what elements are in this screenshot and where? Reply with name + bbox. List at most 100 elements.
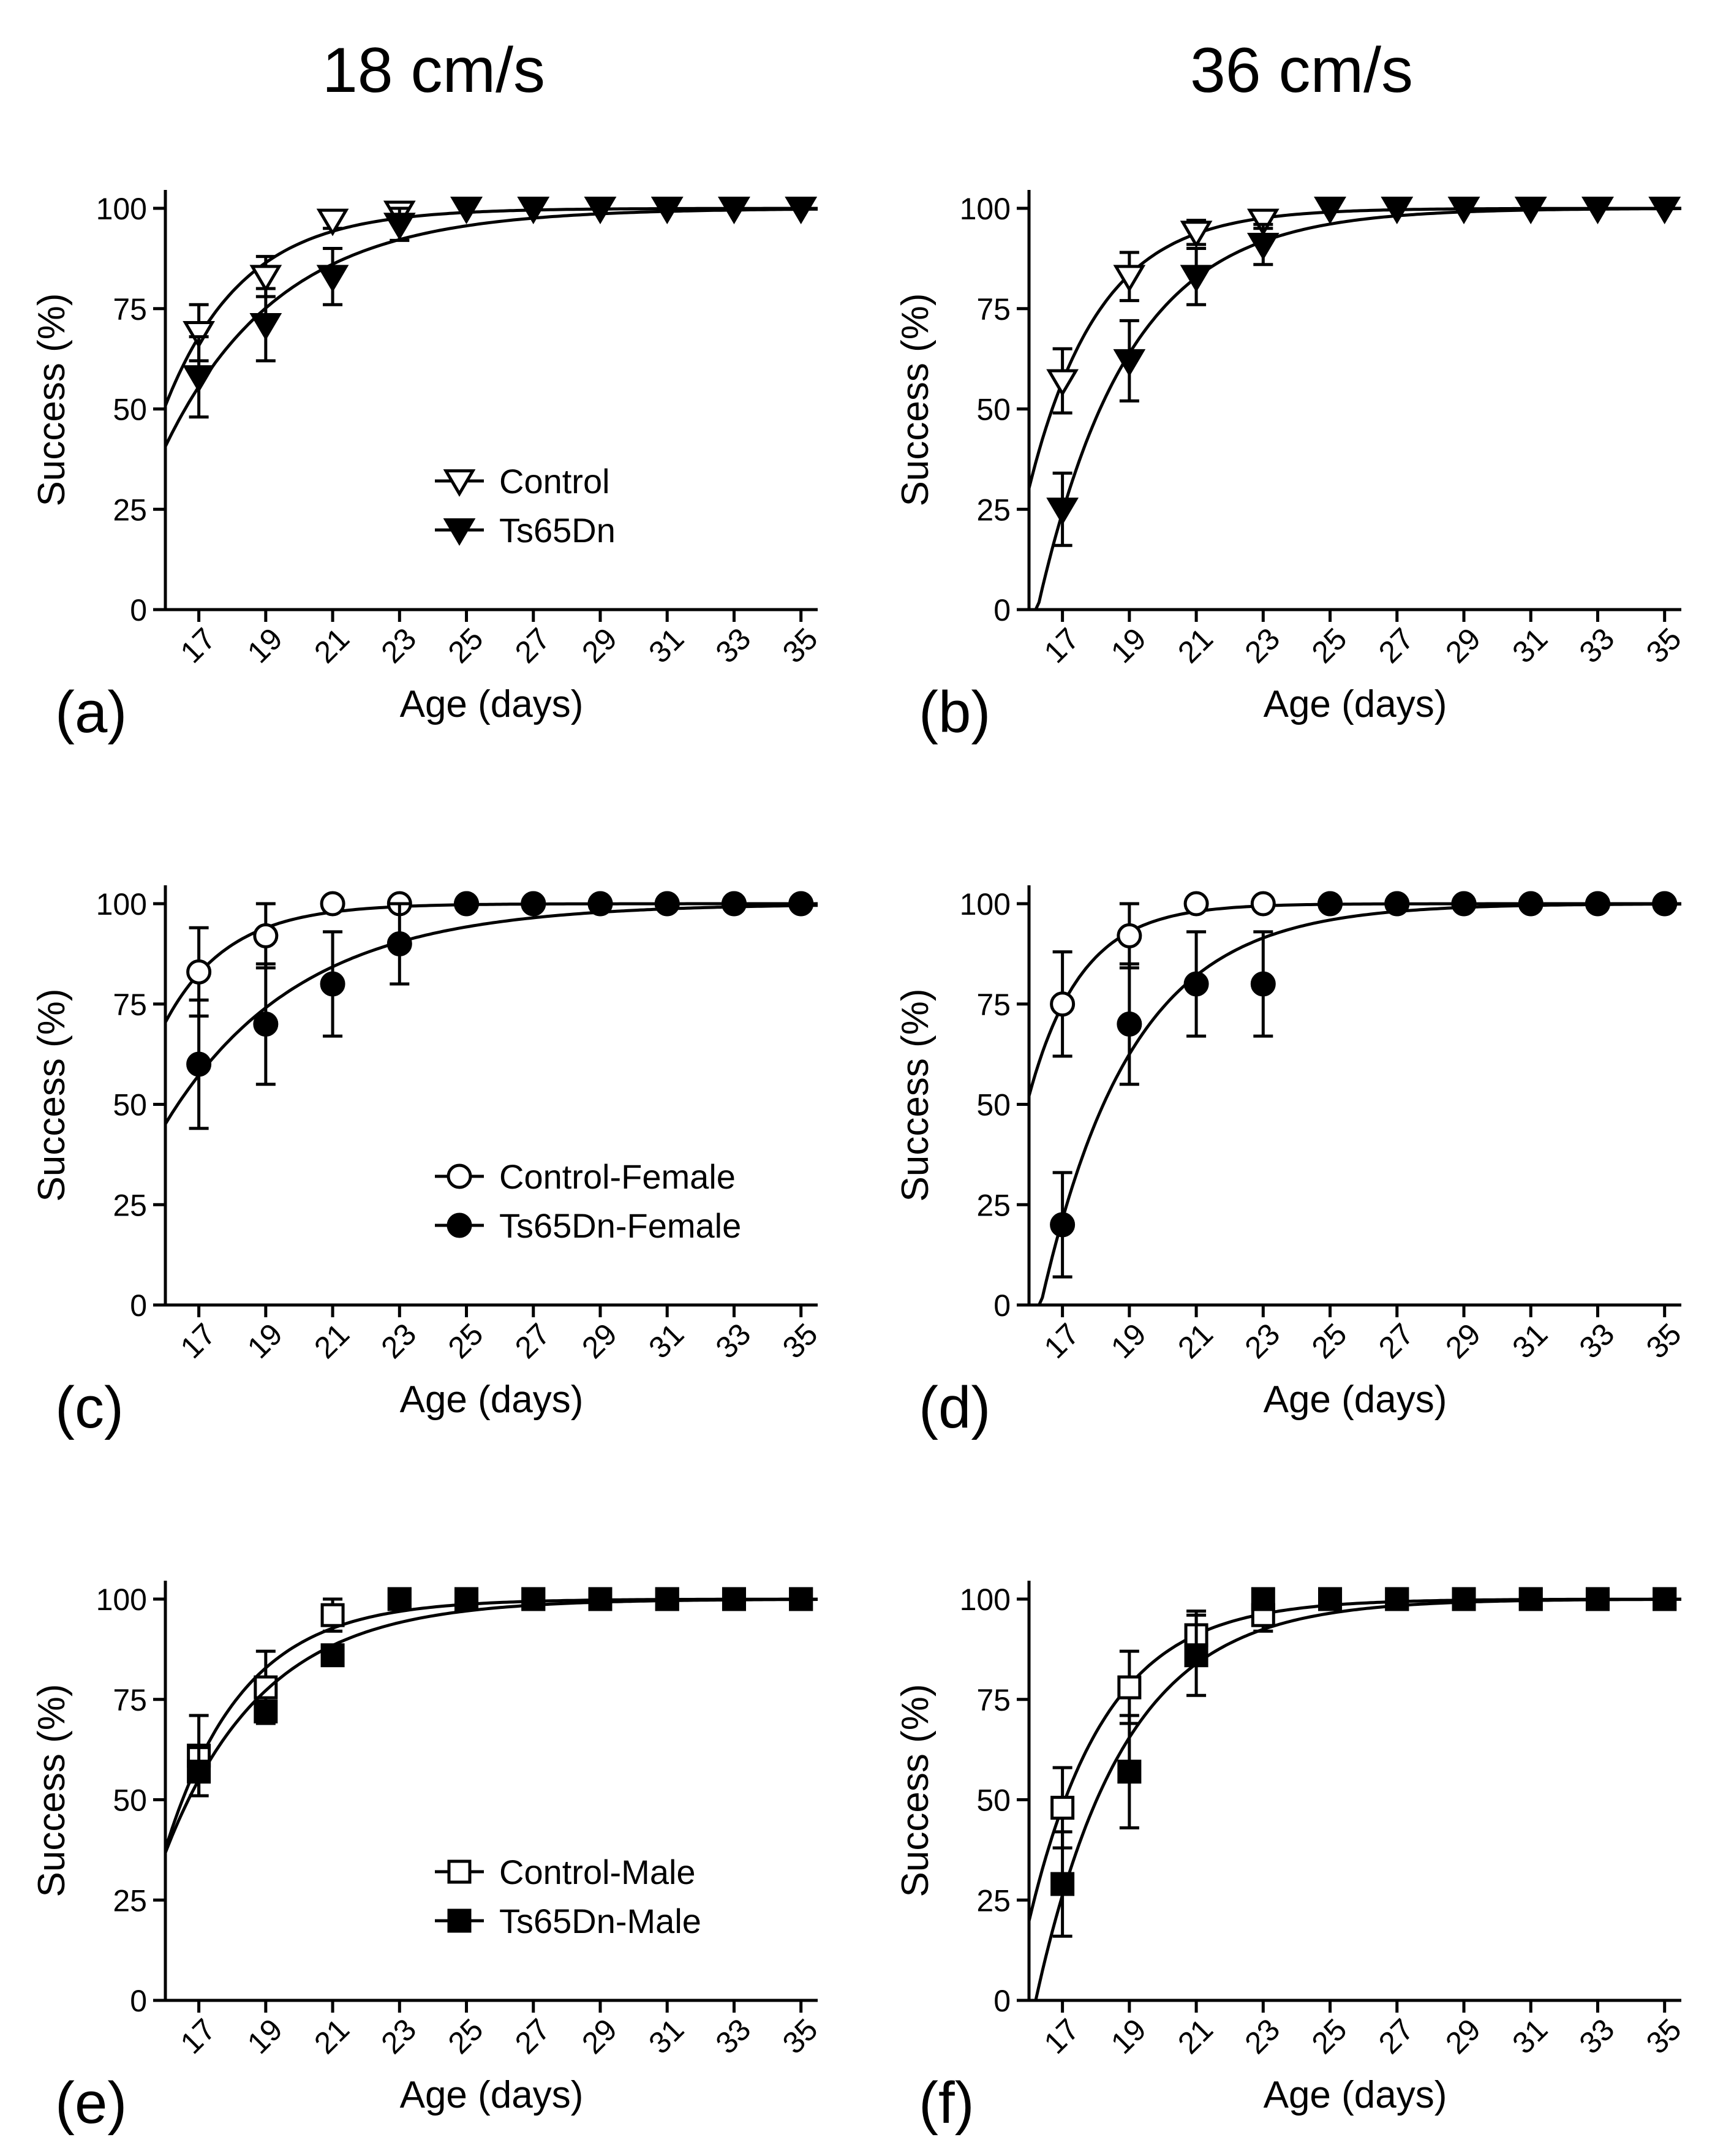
x-tick-label: 35 (1640, 621, 1688, 670)
series-fit-line (1027, 206, 1681, 489)
legend: Control-Female Ts65Dn-Female (435, 1157, 741, 1245)
legend-label: Control (499, 462, 610, 501)
data-point (187, 1760, 211, 1784)
series-fit-line (164, 902, 818, 1023)
data-point (1518, 1587, 1543, 1611)
data-point (587, 891, 613, 917)
x-tick-label: 25 (1305, 2012, 1354, 2060)
y-tick-label: 0 (130, 1288, 147, 1323)
data-point (1046, 497, 1079, 526)
series-fit-line (1029, 1597, 1681, 2002)
x-tick-label: 35 (776, 621, 824, 670)
data-point (584, 197, 617, 224)
y-tick-label: 50 (976, 1783, 1011, 1818)
series-open (1027, 891, 1681, 1097)
data-point (183, 321, 215, 349)
data-point (1318, 1587, 1343, 1611)
y-tick-label: 25 (976, 493, 1011, 527)
data-point (386, 931, 412, 956)
x-tick-label: 25 (442, 2012, 490, 2060)
data-point (1581, 197, 1614, 224)
column-title-right: 36 cm/s (1190, 35, 1413, 106)
x-tick-label: 33 (1573, 621, 1621, 670)
series-fit-line (164, 904, 818, 1125)
x-tick-label: 21 (1171, 1317, 1219, 1365)
x-tick-label: 21 (307, 621, 356, 670)
panel-d: 0 25 50 75 100 17 19 21 23 25 27 29 31 33 35 Age (days)… (894, 885, 1688, 1440)
data-point (249, 312, 282, 341)
x-tick-label: 27 (1372, 1317, 1420, 1365)
panel-f: 0 25 50 75 100 17 19 21 23 25 27 29 31 33 35 Age (days)… (894, 1581, 1688, 2136)
data-point (1381, 197, 1414, 224)
series-filled (164, 891, 818, 1130)
panel-label: (d) (919, 1375, 990, 1440)
y-tick-label: 0 (993, 1984, 1011, 2018)
data-point (249, 265, 282, 293)
x-tick-label: 35 (1640, 2012, 1688, 2060)
y-tick-label: 25 (113, 1883, 147, 1918)
panel-c: 0 25 50 75 100 17 19 21 23 25 27 29 31 33 35 Age (days)… (31, 885, 824, 1440)
legend-marker (447, 1163, 472, 1189)
data-point (1317, 891, 1343, 917)
data-point (1384, 891, 1410, 917)
data-point (316, 208, 349, 236)
legend: Control-Male Ts65Dn-Male (435, 1853, 701, 1940)
series-fit-line (164, 1598, 818, 1853)
series-open (1027, 1587, 1681, 1922)
data-point (1514, 197, 1547, 224)
data-point (1447, 197, 1480, 224)
legend-marker (447, 1212, 472, 1238)
x-tick-label: 31 (1506, 2012, 1554, 2060)
x-tick-label: 17 (1038, 1317, 1086, 1365)
data-point (1250, 891, 1276, 917)
data-point (183, 365, 215, 393)
data-point (320, 1643, 345, 1668)
y-axis-label: Success (%) (894, 989, 937, 1202)
x-axis-label: Age (days) (1264, 683, 1447, 725)
data-point (521, 1587, 546, 1611)
x-tick-label: 27 (508, 1317, 557, 1365)
y-tick-label: 0 (993, 593, 1011, 627)
y-axis-label: Success (%) (31, 1684, 73, 1897)
x-tick-label: 33 (709, 2012, 758, 2060)
data-point (517, 197, 550, 224)
legend-marker (443, 469, 476, 497)
x-tick-label: 33 (1573, 2012, 1621, 2060)
data-point (1050, 1212, 1076, 1238)
y-tick-label: 75 (976, 292, 1011, 327)
data-point (1314, 197, 1346, 224)
y-axis-label: Success (%) (31, 293, 73, 507)
data-point (785, 197, 818, 224)
y-tick-label: 0 (130, 593, 147, 627)
data-point (655, 1587, 679, 1611)
data-point (454, 891, 480, 917)
x-tick-label: 29 (575, 1317, 624, 1365)
x-tick-label: 23 (1238, 1317, 1286, 1365)
data-point (1117, 1012, 1142, 1037)
data-point (1184, 1643, 1208, 1668)
column-title-left: 18 cm/s (322, 35, 545, 106)
y-tick-label: 100 (960, 192, 1011, 226)
data-point (654, 891, 680, 917)
panel-label: (b) (919, 679, 990, 745)
data-point (1653, 1587, 1677, 1611)
data-point (253, 923, 279, 948)
x-axis-label: Age (days) (400, 1379, 584, 1421)
x-tick-label: 23 (374, 2012, 423, 2060)
x-axis-label: Age (days) (400, 683, 584, 725)
x-tick-label: 19 (241, 2012, 289, 2060)
data-point (722, 1587, 746, 1611)
legend-marker (447, 1859, 472, 1884)
y-tick-label: 0 (130, 1984, 147, 2018)
legend-label: Control-Male (499, 1853, 696, 1891)
y-tick-label: 50 (113, 1088, 147, 1122)
data-point (1246, 232, 1280, 260)
data-point (1648, 197, 1681, 224)
data-point (316, 265, 349, 293)
panel-e: 0 25 50 75 100 17 19 21 23 25 27 29 31 33 35 Age (days)… (31, 1581, 824, 2136)
series-fit-line (164, 207, 818, 447)
series-filled (1029, 1587, 1681, 2002)
y-tick-label: 100 (96, 887, 147, 921)
data-point (1050, 1796, 1075, 1820)
